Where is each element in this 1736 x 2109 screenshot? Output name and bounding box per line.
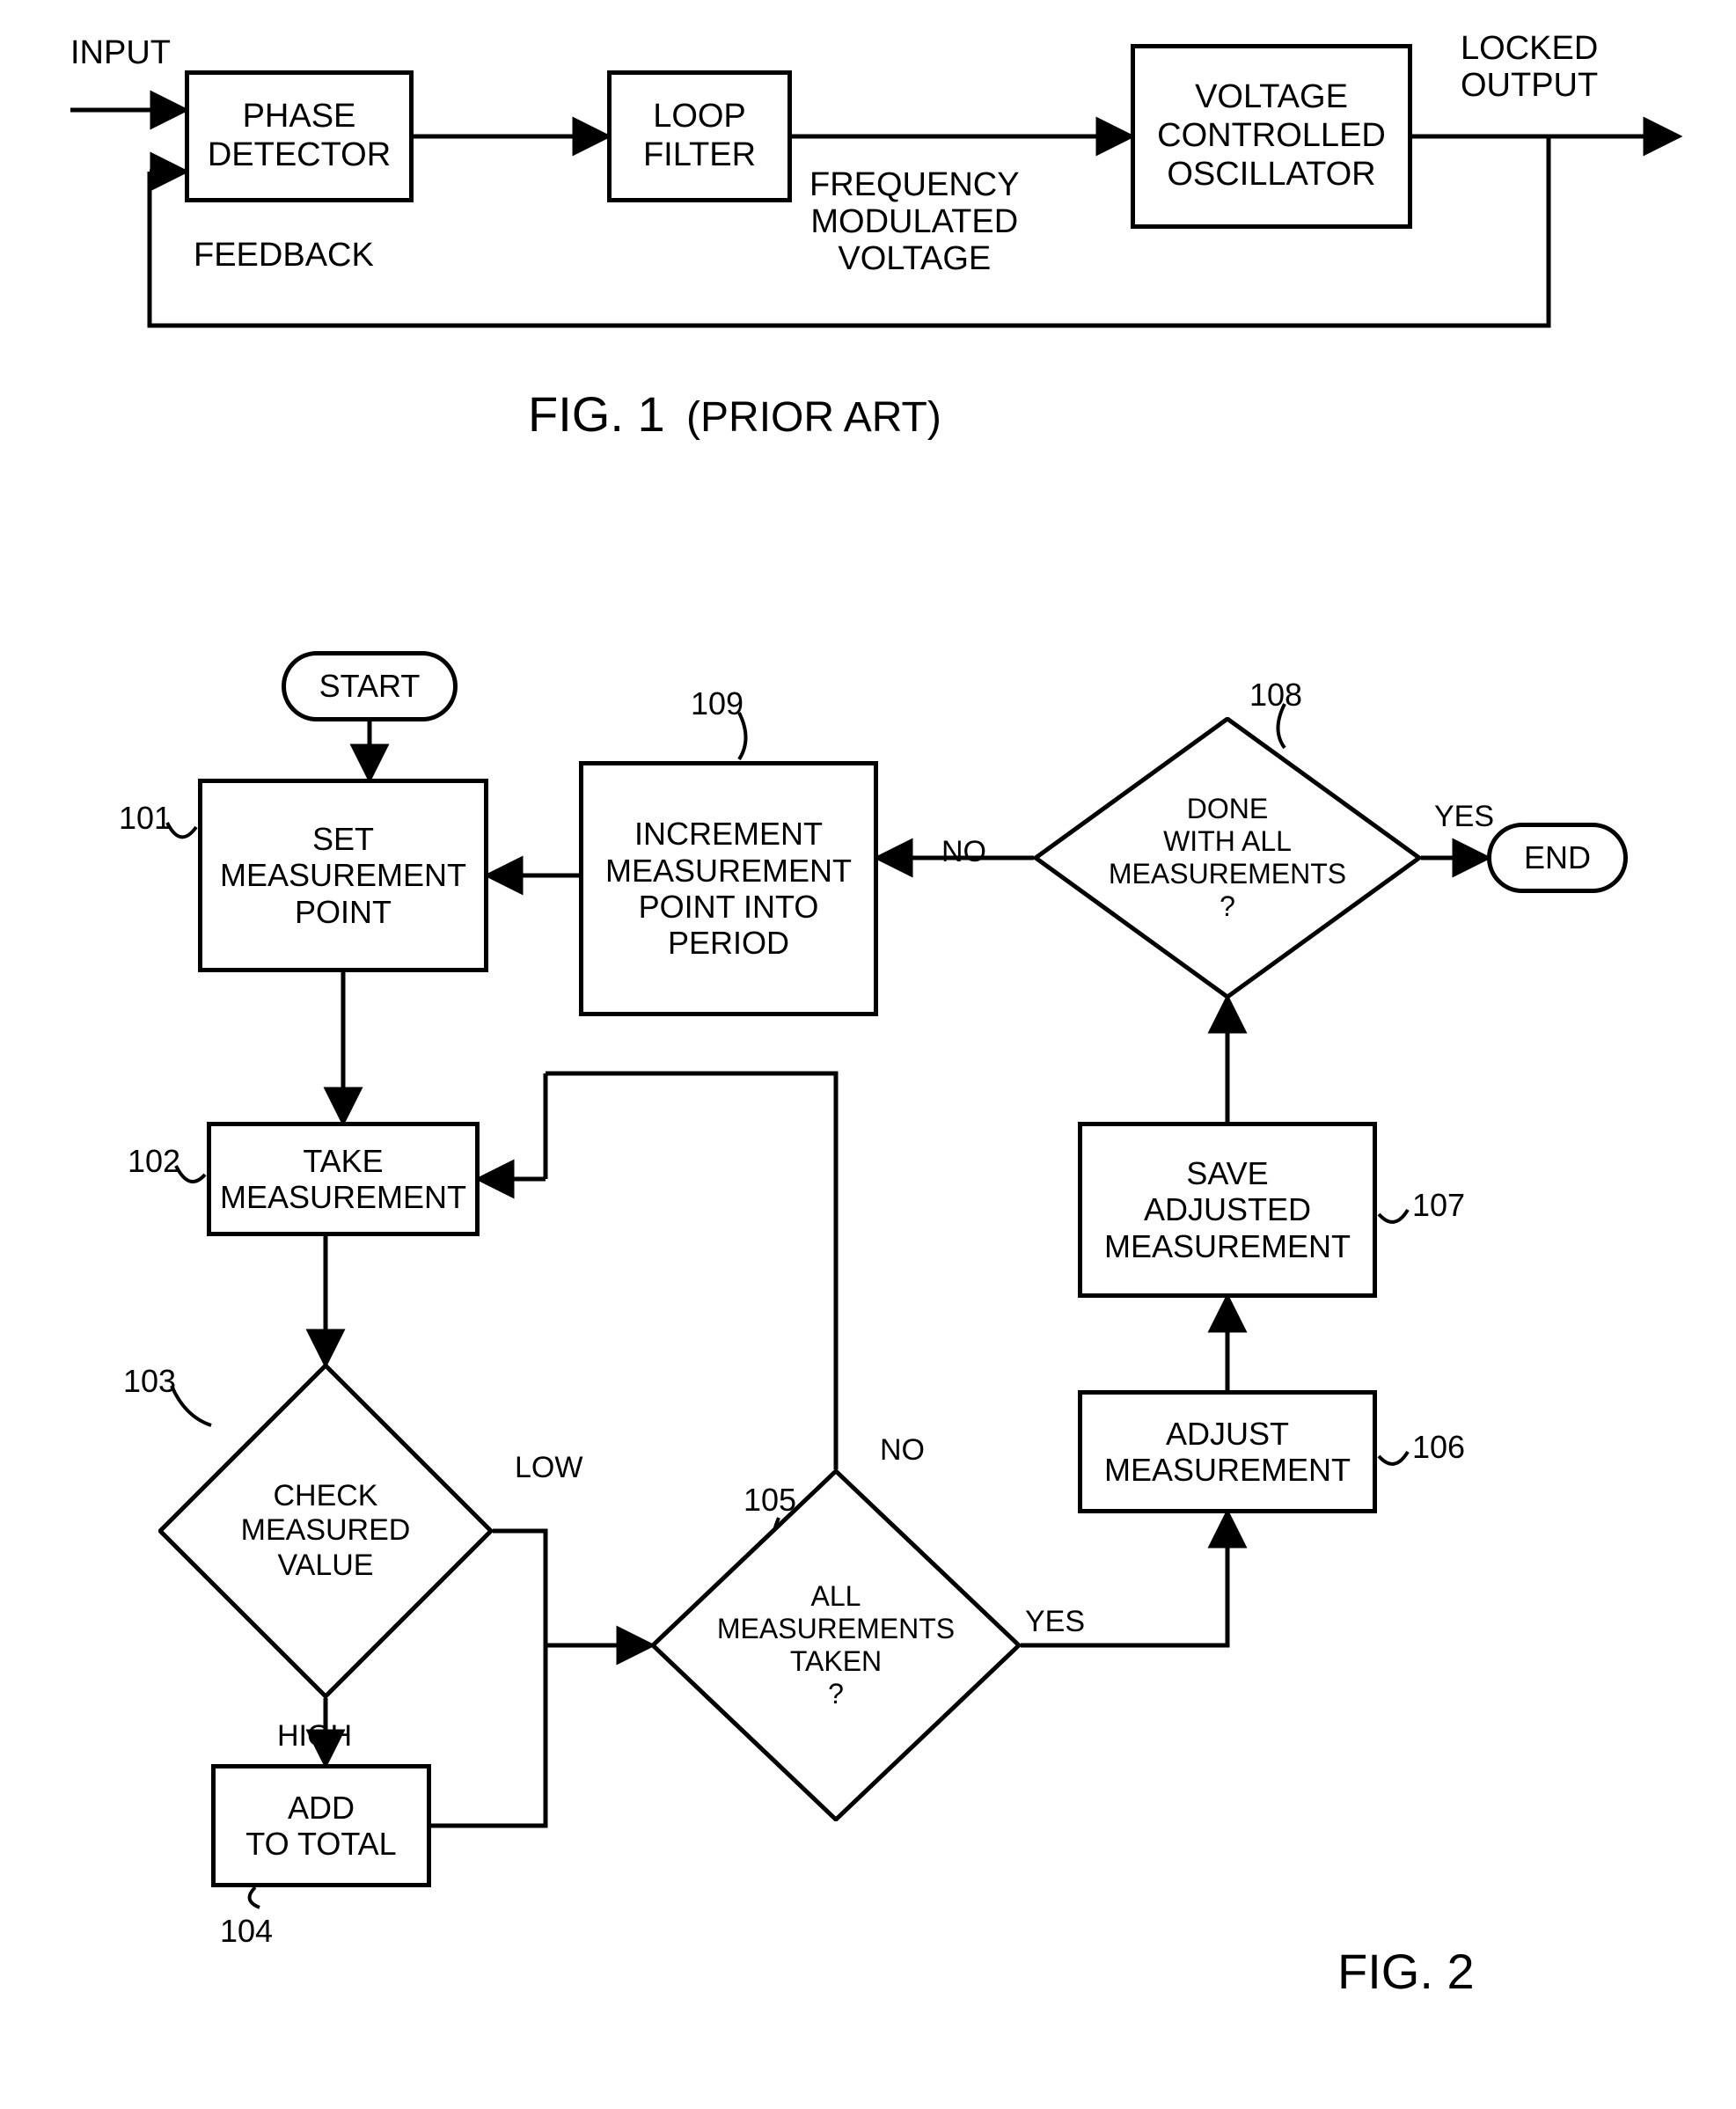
fig2-node-105-label: ALL MEASUREMENTS TAKEN ?: [651, 1469, 1021, 1821]
fig2-node-107: SAVE ADJUSTED MEASUREMENT: [1078, 1122, 1377, 1298]
fig2-node-103-label: CHECK MEASURED VALUE: [158, 1364, 493, 1698]
fig2-node-105: ALL MEASUREMENTS TAKEN ?: [651, 1469, 1021, 1821]
fig2-ref-101: 101: [119, 801, 172, 836]
fig2-node-104: ADD TO TOTAL: [211, 1764, 431, 1887]
fig2-edge-no2: NO: [880, 1434, 925, 1467]
fig2-edge-high: HIGH: [277, 1720, 352, 1753]
fig2-ref-107: 107: [1412, 1188, 1465, 1223]
fig2-edge-yes1: YES: [1434, 801, 1494, 833]
fig2-node-108-label: DONE WITH ALL MEASUREMENTS ?: [1034, 717, 1421, 999]
fig2-edge-no1: NO: [941, 836, 986, 868]
fig2-ref-104: 104: [220, 1914, 273, 1949]
fig2-node-108: DONE WITH ALL MEASUREMENTS ?: [1034, 717, 1421, 999]
fig2-title: FIG. 2: [1337, 1944, 1475, 1999]
fig2-node-106: ADJUST MEASUREMENT: [1078, 1390, 1377, 1513]
canvas: INPUT FEEDBACK FREQUENCY MODULATED VOLTA…: [35, 35, 1701, 2074]
fig2-edge-yes2: YES: [1025, 1606, 1085, 1638]
fig2-ref-109: 109: [691, 686, 743, 721]
fig2-ref-103: 103: [123, 1364, 176, 1399]
fig2-ref-106: 106: [1412, 1430, 1465, 1465]
fig2-node-101: SET MEASUREMENT POINT: [198, 779, 488, 972]
fig2-ref-105: 105: [743, 1483, 796, 1518]
fig2-end: END: [1487, 823, 1628, 893]
fig2-edge-low: LOW: [515, 1452, 582, 1484]
fig2-ref-102: 102: [128, 1144, 180, 1179]
fig2-start: START: [282, 651, 458, 721]
fig2-ref-108: 108: [1249, 677, 1302, 713]
fig2-node-103: CHECK MEASURED VALUE: [158, 1364, 493, 1698]
fig2-node-109: INCREMENT MEASUREMENT POINT INTO PERIOD: [579, 761, 878, 1016]
fig2-node-102: TAKE MEASUREMENT: [207, 1122, 480, 1236]
